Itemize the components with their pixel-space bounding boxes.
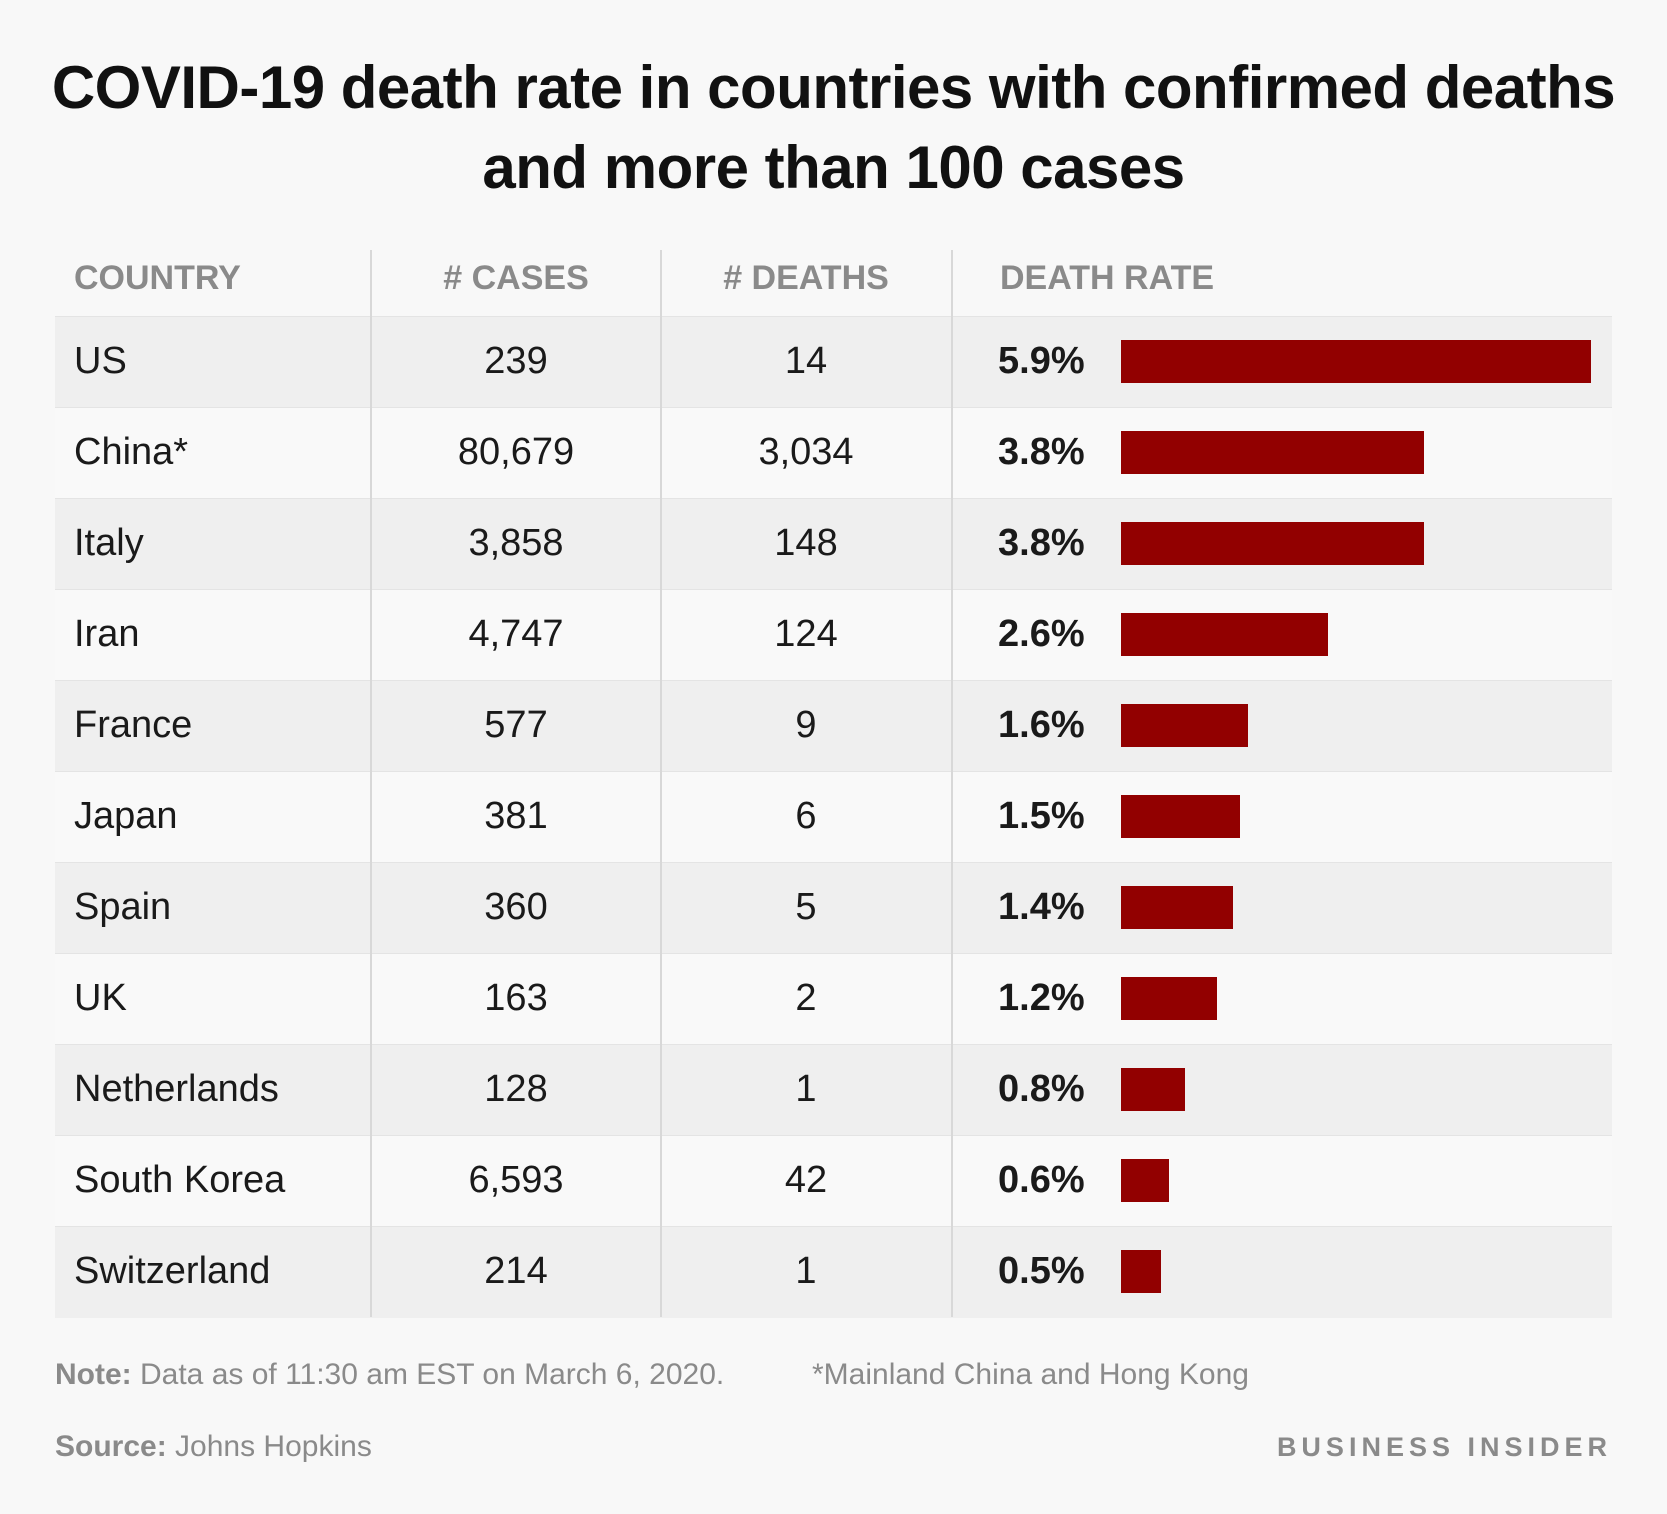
deaths: 2 — [795, 977, 817, 1019]
cases: 4,747 — [468, 613, 564, 655]
column-header: COUNTRY — [74, 259, 241, 297]
country: China* — [74, 431, 189, 473]
cases: 163 — [484, 977, 548, 1019]
cases: 239 — [484, 340, 548, 382]
value-label: 1.4% — [998, 886, 1085, 928]
cases: 360 — [484, 886, 548, 928]
source-label: Source: — [55, 1430, 167, 1463]
value-label: 1.6% — [998, 704, 1085, 746]
value-label: 2.6% — [998, 613, 1085, 655]
country: France — [74, 704, 193, 746]
note: Note: Data as of 11:30 am EST on March 6… — [55, 1358, 724, 1392]
cases: 128 — [484, 1068, 548, 1110]
country: Switzerland — [74, 1250, 271, 1292]
cases: 214 — [484, 1250, 548, 1292]
bar — [1121, 704, 1249, 747]
deaths: 124 — [774, 613, 838, 655]
bar — [1121, 1068, 1185, 1111]
country: Spain — [74, 886, 172, 928]
value-label: 1.2% — [998, 977, 1085, 1019]
note-text: Data as of 11:30 am EST on March 6, 2020… — [140, 1358, 725, 1391]
value-label: 5.9% — [998, 340, 1085, 382]
table: COUNTRY # CASES # DEATHS DEATH RATE US 239 14 5… — [55, 250, 1612, 1318]
bar — [1121, 886, 1233, 929]
bar — [1121, 1250, 1161, 1293]
deaths: 148 — [774, 522, 838, 564]
bar — [1121, 340, 1591, 383]
deaths: 42 — [784, 1159, 828, 1201]
country: Netherlands — [74, 1068, 279, 1110]
column-header: # CASES — [443, 259, 589, 297]
row-bg — [55, 680, 1612, 772]
row-bg — [55, 1135, 1612, 1227]
cases: 3,858 — [468, 522, 564, 564]
country: UK — [74, 977, 127, 1019]
deaths: 1 — [795, 1068, 817, 1110]
source: Source: Johns Hopkins — [55, 1430, 372, 1464]
row-bg — [55, 1226, 1612, 1318]
brand: BUSINESS INSIDER — [1276, 1432, 1612, 1462]
bar — [1121, 613, 1329, 656]
footnote: *Mainland China and Hong Kong — [812, 1358, 1249, 1391]
bar — [1121, 977, 1217, 1020]
value-label: 3.8% — [998, 431, 1085, 473]
cases: 80,679 — [457, 431, 575, 473]
country: South Korea — [74, 1159, 286, 1201]
bar — [1121, 522, 1424, 565]
deaths: 9 — [795, 704, 817, 746]
value-label: 0.8% — [998, 1068, 1085, 1110]
deaths: 6 — [795, 795, 817, 837]
bar — [1121, 795, 1241, 838]
column-divider — [951, 250, 953, 1317]
value-label: 0.5% — [998, 1250, 1085, 1292]
cases: 6,593 — [468, 1159, 564, 1201]
deaths: 14 — [784, 340, 828, 382]
row-bg — [55, 589, 1612, 681]
column-divider — [660, 250, 662, 1317]
source-text: Johns Hopkins — [175, 1430, 372, 1463]
deaths: 3,034 — [758, 431, 854, 473]
value-label: 0.6% — [998, 1159, 1085, 1201]
cases: 381 — [484, 795, 548, 837]
column-header: # DEATHS — [723, 259, 889, 297]
deaths: 5 — [795, 886, 817, 928]
cases: 577 — [484, 704, 548, 746]
country: Italy — [74, 522, 144, 564]
country: Iran — [74, 613, 140, 655]
value-label: 1.5% — [998, 795, 1085, 837]
bar — [1121, 431, 1424, 474]
deaths: 1 — [795, 1250, 817, 1292]
row-bg — [55, 771, 1612, 863]
value-label: 3.8% — [998, 522, 1085, 564]
note-label: Note: — [55, 1358, 132, 1391]
row-bg — [55, 1044, 1612, 1136]
row-bg — [55, 862, 1612, 954]
column-header: DEATH RATE — [1000, 259, 1215, 297]
row-bg — [55, 953, 1612, 1045]
country: US — [74, 340, 127, 382]
country: Japan — [74, 795, 178, 837]
bar — [1121, 1159, 1169, 1202]
chart-title: COVID-19 death rate in countries with co… — [51, 54, 1616, 201]
column-divider — [370, 250, 372, 1317]
